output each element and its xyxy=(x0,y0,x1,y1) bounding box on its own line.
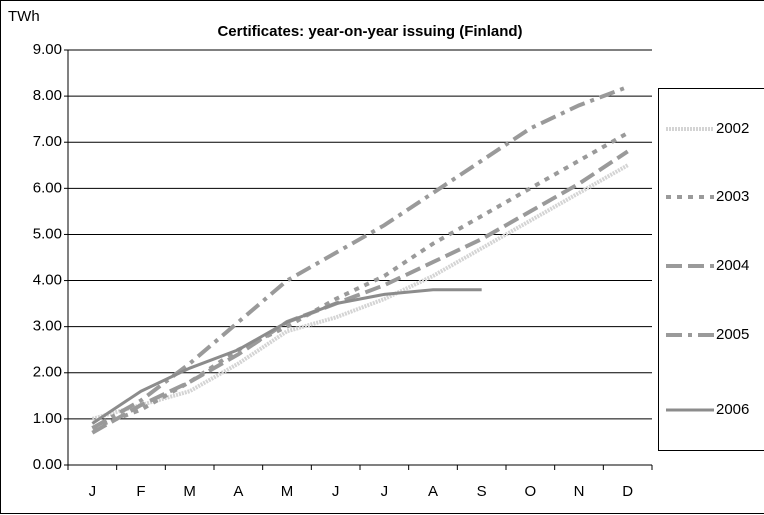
legend-label: 2002 xyxy=(716,120,749,137)
x-tick-label: J xyxy=(332,483,340,500)
x-tick-label: O xyxy=(524,483,536,500)
legend-label: 2003 xyxy=(716,188,749,205)
y-tick-label: 6.00 xyxy=(33,179,62,196)
legend-label: 2004 xyxy=(716,257,749,274)
x-tick-label: F xyxy=(136,483,145,500)
series-line xyxy=(91,85,629,430)
x-tick-label: A xyxy=(233,483,243,500)
series-line xyxy=(91,163,629,421)
x-tick-label: J xyxy=(89,483,97,500)
x-tick-label: D xyxy=(622,483,633,500)
y-tick-label: 3.00 xyxy=(33,318,62,335)
y-axis-label: TWh xyxy=(8,8,40,25)
y-tick-label: 7.00 xyxy=(33,133,62,150)
y-tick-label: 5.00 xyxy=(33,225,62,242)
y-tick-label: 4.00 xyxy=(33,272,62,289)
x-tick-label: S xyxy=(477,483,487,500)
x-tick-label: N xyxy=(574,483,585,500)
legend-box xyxy=(658,88,764,451)
y-tick-label: 2.00 xyxy=(33,364,62,381)
x-tick-label: A xyxy=(428,483,438,500)
chart-title: Certificates: year-on-year issuing (Finl… xyxy=(217,23,522,40)
x-tick-label: M xyxy=(281,483,294,500)
y-tick-label: 8.00 xyxy=(33,87,62,104)
series-line xyxy=(91,149,629,435)
legend-label: 2005 xyxy=(716,326,749,343)
series-line xyxy=(91,288,482,425)
y-tick-label: 9.00 xyxy=(33,41,62,58)
y-tick-label: 1.00 xyxy=(33,410,62,427)
x-tick-label: J xyxy=(381,483,389,500)
series-line xyxy=(91,131,629,430)
legend-label: 2006 xyxy=(716,401,749,418)
x-tick-label: M xyxy=(183,483,196,500)
y-tick-label: 0.00 xyxy=(33,456,62,473)
